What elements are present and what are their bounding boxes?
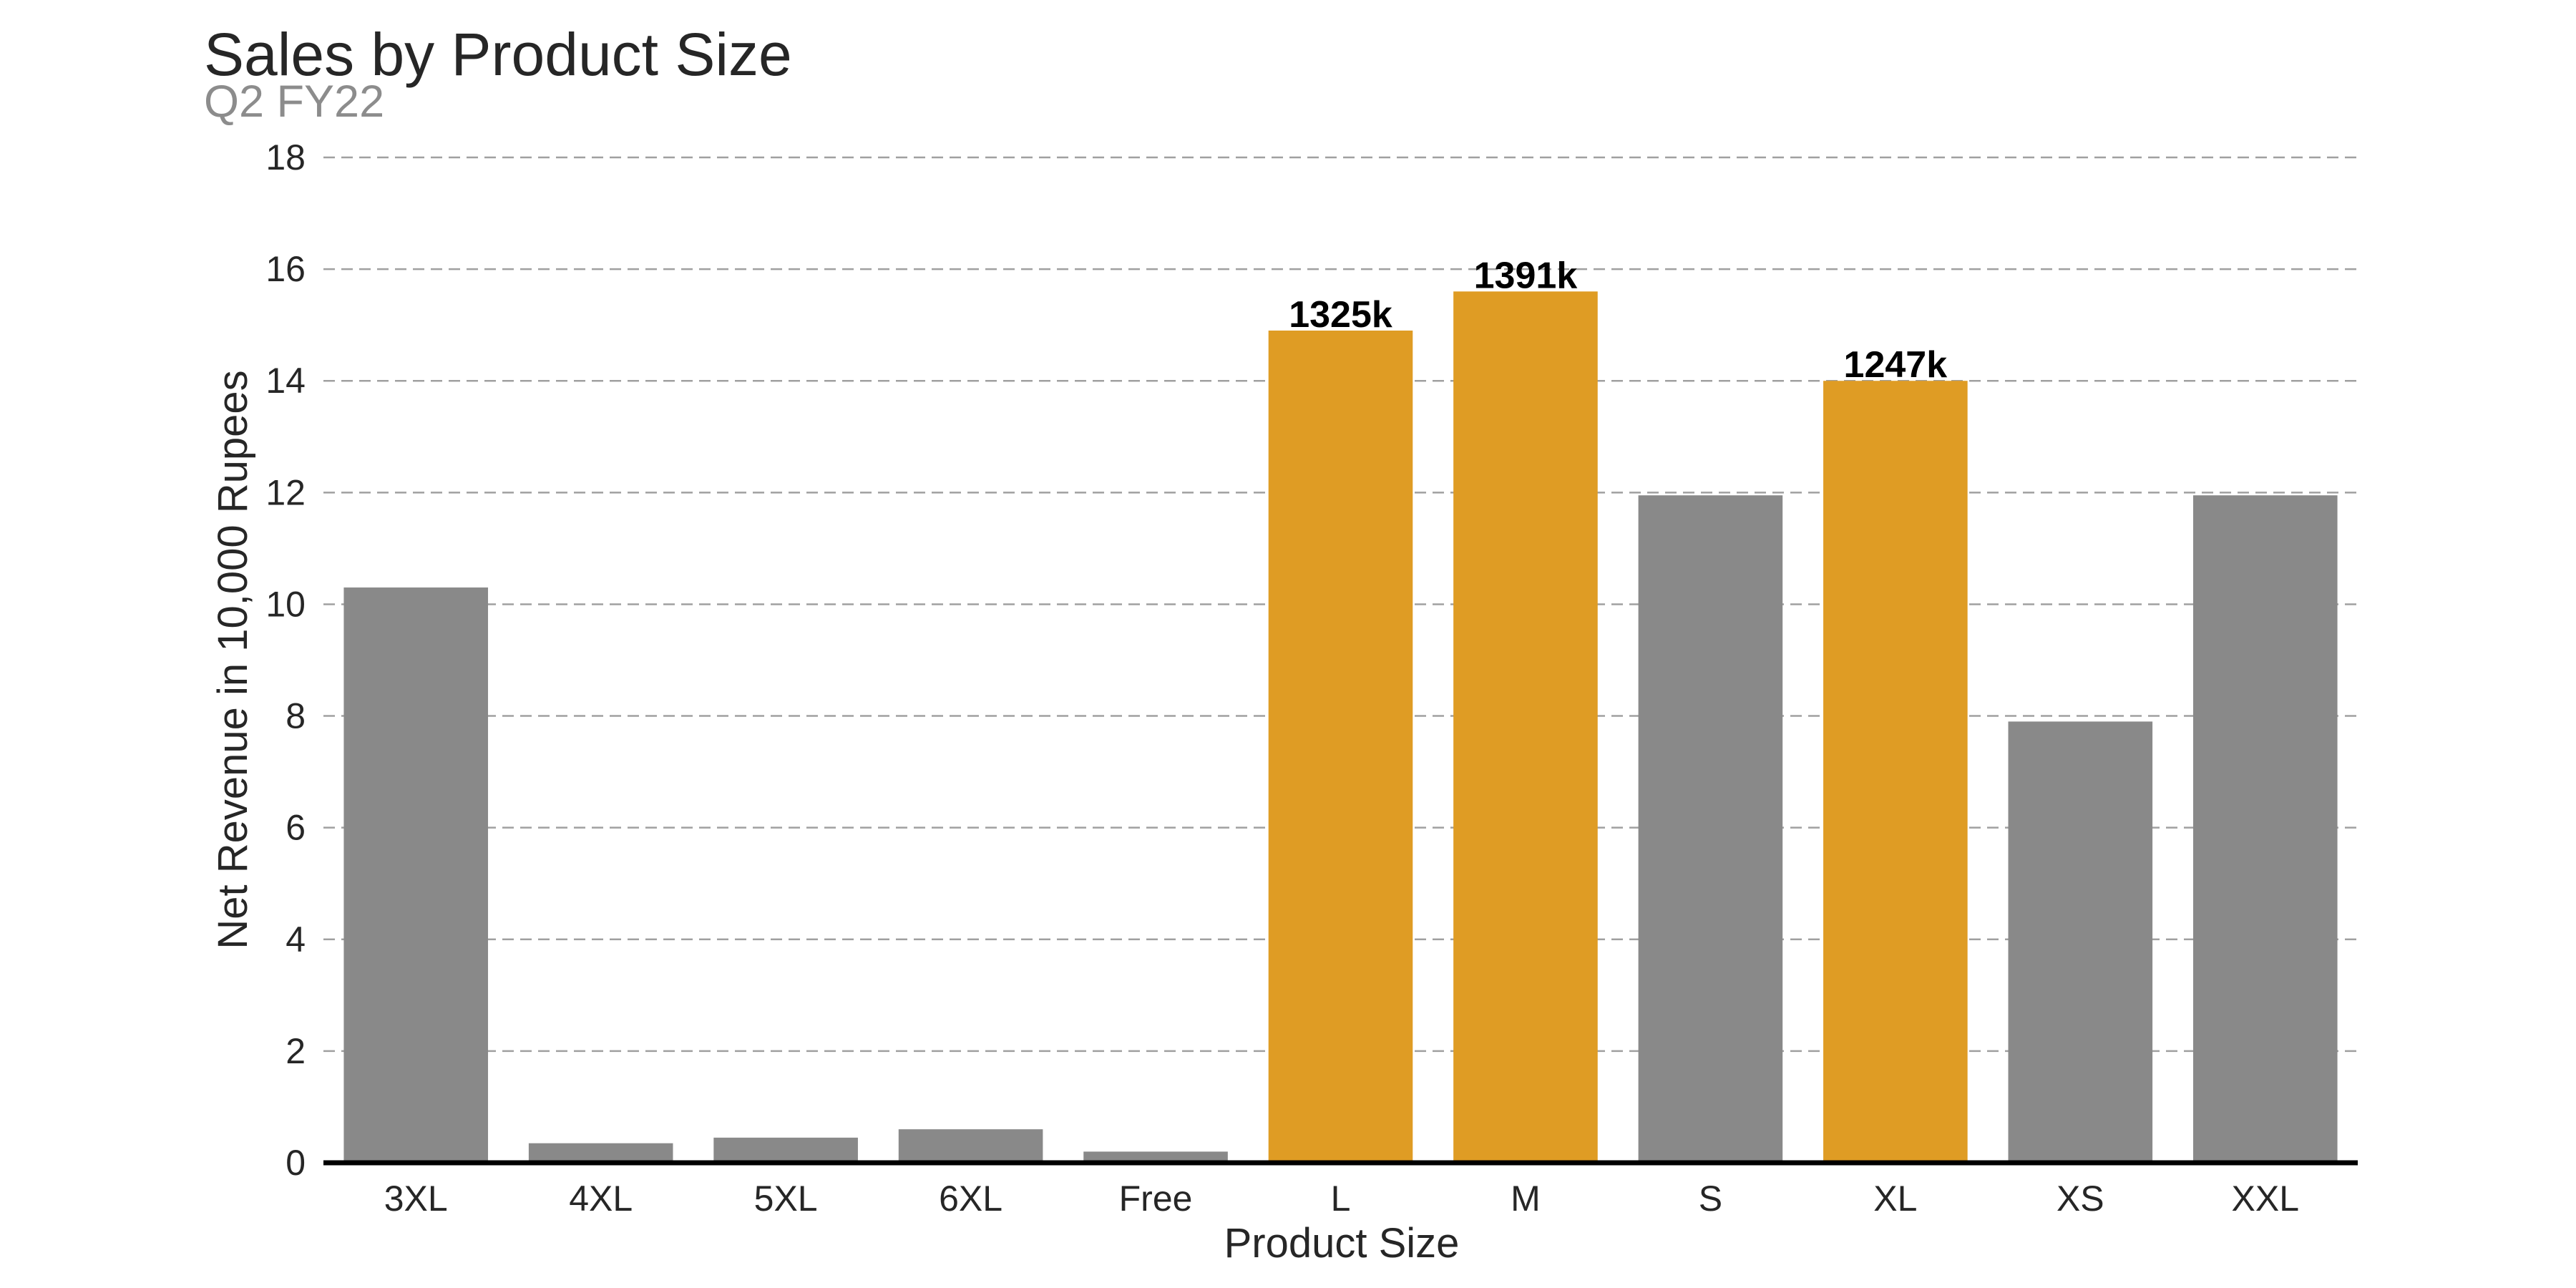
bar <box>1638 495 1783 1163</box>
bar <box>1268 330 1413 1163</box>
y-axis-label: Net Revenue in 10,000 Rupees <box>210 370 256 949</box>
x-tick-label: Free <box>1119 1179 1193 1219</box>
x-tick-label: S <box>1699 1179 1722 1219</box>
bar <box>1823 381 1968 1163</box>
x-tick-label: XS <box>2057 1179 2104 1219</box>
y-tick-label: 2 <box>286 1031 306 1071</box>
y-tick-label: 4 <box>286 919 306 960</box>
bar <box>2008 721 2153 1163</box>
data-label: 1391k <box>1474 255 1578 296</box>
bar <box>713 1137 858 1163</box>
y-tick-label: 16 <box>265 249 306 289</box>
data-label: 1325k <box>1289 294 1392 336</box>
bar <box>1453 291 1598 1163</box>
x-tick-label: 3XL <box>384 1179 448 1219</box>
x-tick-label: 6XL <box>939 1179 1002 1219</box>
x-tick-label: XL <box>1873 1179 1917 1219</box>
bar <box>1083 1151 1228 1163</box>
x-axis-label: Product Size <box>1224 1220 1460 1267</box>
y-tick-label: 18 <box>265 137 306 177</box>
data-label: 1247k <box>1844 344 1948 386</box>
bars <box>343 291 2338 1163</box>
x-tick-label: 5XL <box>754 1179 818 1219</box>
y-tick-label: 10 <box>265 584 306 624</box>
bar <box>2192 495 2338 1163</box>
x-tick-label: L <box>1331 1179 1351 1219</box>
x-tick-label: M <box>1511 1179 1541 1219</box>
data-labels: 1325k 1391k 1247k <box>1289 255 1947 386</box>
bar <box>898 1129 1043 1163</box>
bar <box>528 1143 673 1163</box>
y-tick-label: 12 <box>265 472 306 512</box>
bar <box>343 587 489 1163</box>
y-tick-label: 14 <box>265 361 306 401</box>
y-tick-label: 6 <box>286 808 306 848</box>
x-tick-label: XXL <box>2232 1179 2300 1219</box>
chart-title: Sales by Product Size <box>204 21 792 88</box>
y-tick-label: 8 <box>286 696 306 736</box>
y-tick-label: 0 <box>286 1143 306 1183</box>
x-tick-label: 4XL <box>569 1179 633 1219</box>
x-axis-ticks: 3XL 4XL 5XL 6XL Free L M S XL XS XXL <box>384 1179 2299 1219</box>
y-axis-ticks: 0 2 4 6 8 10 12 14 16 18 <box>265 137 306 1183</box>
chart-subtitle: Q2 FY22 <box>204 77 384 127</box>
